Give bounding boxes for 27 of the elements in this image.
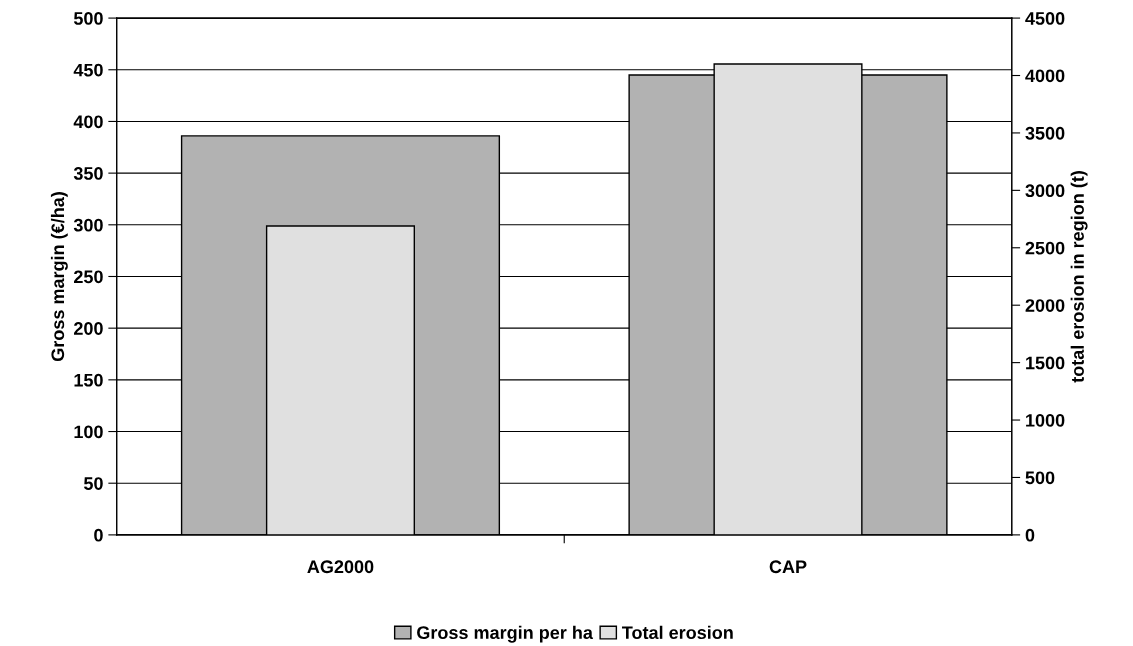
y2-tick-label: 1500	[1026, 356, 1065, 370]
y2-tick-label: 500	[1025, 471, 1055, 485]
y2-tick-label: 3500	[1025, 126, 1065, 140]
y-axis-title: Gross margin (€/ha)	[50, 192, 68, 362]
y2-tick-label: 0	[1025, 528, 1035, 542]
y-tick-label: 450	[73, 63, 103, 77]
y-tick-label: 300	[73, 218, 103, 232]
y2-tick-label: 4500	[1025, 12, 1065, 25]
y-tick-label: 350	[73, 167, 103, 180]
legend-label: Gross margin per ha	[417, 625, 594, 643]
y-tick-label: 200	[74, 322, 103, 335]
x-tick-label: AG2000	[307, 560, 374, 574]
y2-tick-label: 2500	[1025, 241, 1065, 255]
y2-tick-label: 2000	[1025, 299, 1065, 312]
y2-axis-title: total erosion in region (t)	[1070, 171, 1088, 383]
y-tick-label: 100	[74, 425, 103, 439]
y-tick-label: 50	[83, 477, 103, 490]
y2-tick-label: 1000	[1026, 413, 1065, 427]
y-tick-label: 150	[74, 373, 103, 387]
y-tick-label: 0	[94, 528, 103, 542]
y-tick-label: 500	[73, 12, 103, 25]
y2-tick-label: 3000	[1025, 184, 1065, 198]
legend-label: Total erosion	[622, 625, 733, 640]
y-tick-label: 250	[74, 270, 103, 284]
x-tick-label: CAP	[769, 560, 807, 574]
y-tick-label: 400	[73, 115, 103, 129]
y2-tick-label: 4000	[1025, 69, 1065, 83]
